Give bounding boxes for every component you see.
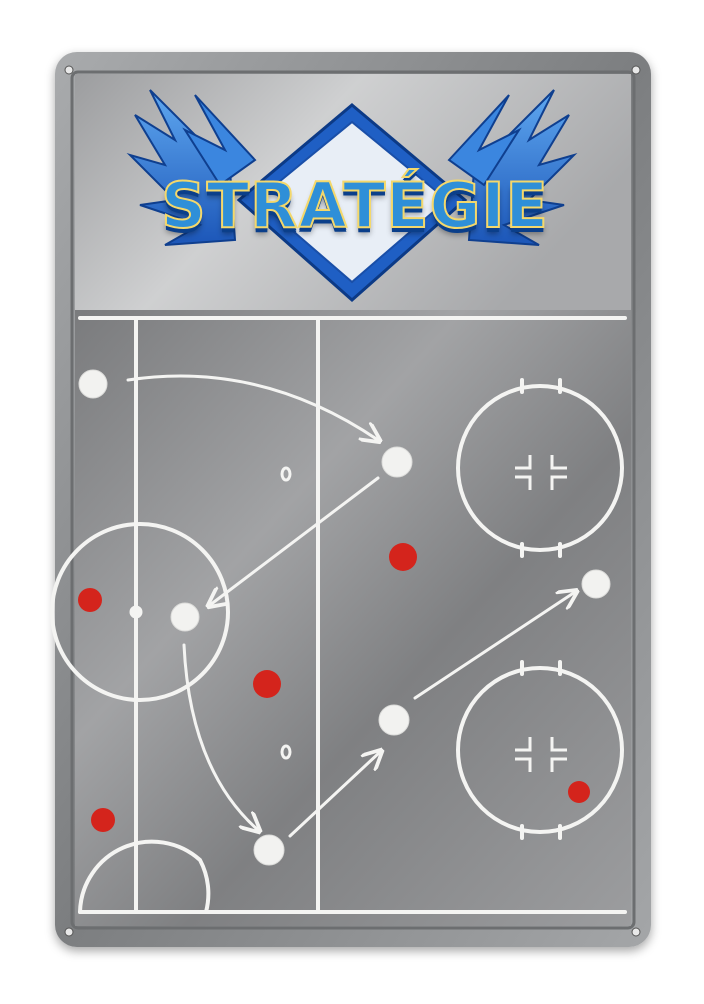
red-player [78, 588, 102, 612]
white-players [78, 369, 611, 866]
red-player [253, 670, 281, 698]
arrow-pass-4 [413, 592, 575, 700]
faceoff-hashes [129, 455, 567, 772]
play-arrows [126, 374, 575, 838]
red-player [568, 781, 590, 803]
red-player [91, 808, 115, 832]
white-player [381, 446, 413, 478]
arrow-pass-1 [126, 374, 378, 440]
rivet-bottom-left [64, 927, 74, 937]
white-player [581, 569, 611, 599]
rink-lines [50, 316, 627, 914]
arrow-pass-3 [288, 752, 380, 838]
emblem-wings [126, 89, 578, 246]
white-player [378, 704, 410, 736]
arrow-skate-1 [182, 643, 258, 830]
plate-inner-bevel [70, 70, 636, 930]
emblem-diamond-inner [255, 120, 449, 284]
rivet-top-right [631, 65, 641, 75]
rivet-bottom-right [631, 927, 641, 937]
arrow-pass-2 [210, 476, 380, 605]
red-player [389, 543, 417, 571]
red-players [78, 543, 590, 832]
white-player [170, 602, 200, 632]
white-player [253, 834, 285, 866]
sign-title: STRATÉGIE [160, 168, 549, 243]
rivet-top-left [64, 65, 74, 75]
white-player [78, 369, 108, 399]
